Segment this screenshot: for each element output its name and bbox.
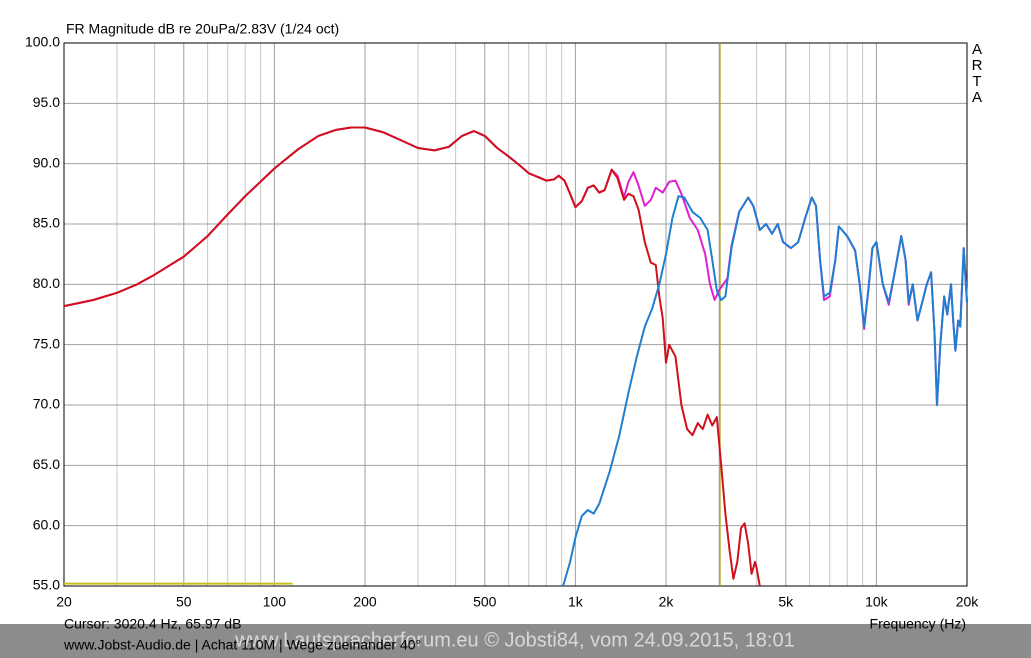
y-tick-label: 90.0 xyxy=(33,154,60,170)
x-tick-label: 100 xyxy=(263,594,287,610)
chart-title: FR Magnitude dB re 20uPa/2.83V (1/24 oct… xyxy=(66,21,339,37)
y-tick-label: 95.0 xyxy=(33,94,60,110)
x-tick-label: 20 xyxy=(56,594,72,610)
y-tick-label: 55.0 xyxy=(33,577,60,593)
y-tick-label: 70.0 xyxy=(33,396,60,412)
x-tick-label: 20k xyxy=(956,594,980,610)
watermark-band xyxy=(0,624,1031,658)
plot-frame xyxy=(63,42,968,587)
x-tick-label: 10k xyxy=(865,594,889,610)
y-tick-label: 75.0 xyxy=(33,335,60,351)
x-tick-label: 5k xyxy=(778,594,794,610)
footer: www.Jobst-Audio.de | Achat 110M | Wege z… xyxy=(63,637,421,653)
y-tick-label: 65.0 xyxy=(33,456,60,472)
x-tick-label: 2k xyxy=(659,594,675,610)
x-tick-label: 50 xyxy=(176,594,192,610)
y-tick-label: 60.0 xyxy=(33,516,60,532)
watermark: www.Lautsprecherforum.eu © Jobsti84, vom… xyxy=(234,629,795,651)
y-tick-label: 85.0 xyxy=(33,215,60,231)
x-tick-label: 500 xyxy=(473,594,497,610)
x-tick-label: 200 xyxy=(353,594,377,610)
series-line xyxy=(63,126,968,406)
x-tick-label: 1k xyxy=(568,594,584,610)
y-tick-label: 100.0 xyxy=(25,34,60,50)
y-tick-label: 80.0 xyxy=(33,275,60,291)
cursor-readout: Cursor: 3020.4 Hz, 65.97 dB xyxy=(64,616,241,632)
series-line xyxy=(63,126,761,587)
brand: ARTA xyxy=(971,41,983,106)
series-line xyxy=(562,195,968,587)
x-axis-label: Frequency (Hz) xyxy=(870,616,966,632)
